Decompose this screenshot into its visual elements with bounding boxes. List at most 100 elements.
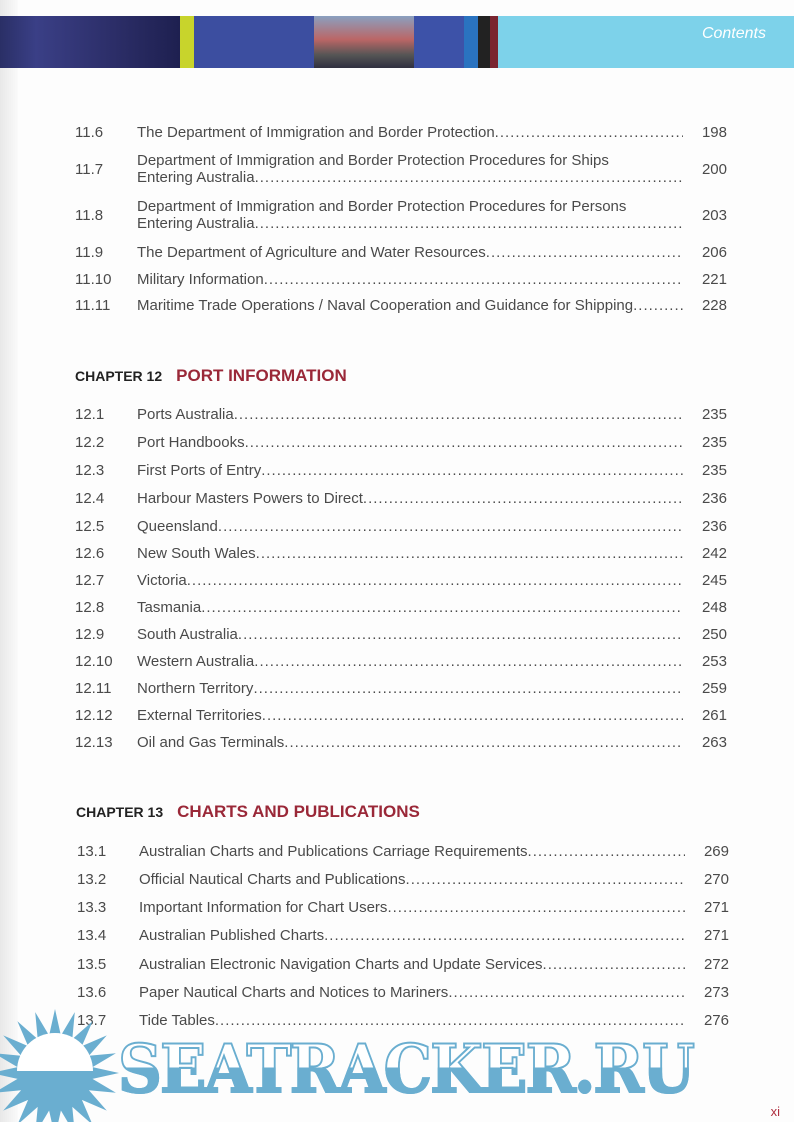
dot-leader [387,899,685,916]
dot-leader [238,626,683,643]
ship-image [314,16,414,68]
entry-page: 248 [701,599,727,616]
entry-page: 203 [701,206,727,224]
toc-entry[interactable]: 11.8 Department of Immigration and Borde… [75,192,727,238]
toc-entry[interactable]: 12.8 Tasmania 248 [75,594,727,621]
entry-number: 13.5 [77,955,107,973]
dot-leader [245,434,683,451]
entry-number: 12.11 [75,680,112,697]
entry-title-line1: Department of Immigration and Border Pro… [137,152,609,169]
entry-title-line2: Entering Australia [137,169,255,186]
entry-number: 12.6 [75,545,105,562]
entry-number: 11.9 [75,243,104,261]
entry-title: First Ports of Entry [137,461,262,479]
toc-entry[interactable]: 12.10 Western Australia 253 [75,648,727,675]
toc-entry[interactable]: 13.1 Australian Charts and Publications … [77,838,729,865]
entry-number: 13.2 [77,870,107,888]
header-banner: Contents [0,16,794,68]
entry-page: 276 [703,1011,729,1029]
entry-page: 261 [701,707,727,724]
dot-leader [254,653,683,670]
chapter-13-list: 13.1 Australian Charts and Publications … [77,838,729,1034]
entry-title: Military Information [137,270,264,288]
entry-title: Western Australia [137,653,255,670]
entry-title: Maritime Trade Operations / Naval Cooper… [137,297,634,314]
entry-number: 13.4 [77,927,107,944]
entry-page: 271 [703,927,729,944]
toc-entry[interactable]: 13.4 Australian Published Charts 271 [77,921,729,950]
dot-leader [633,297,683,314]
toc-entry[interactable]: 12.6 New South Wales 242 [75,540,727,567]
toc-entry[interactable]: 12.2 Port Handbooks 235 [75,428,727,456]
entry-number: 12.4 [75,489,105,507]
dot-leader [284,734,683,751]
entry-title: New South Wales [137,545,256,562]
entry-title: Harbour Masters Powers to Direct [137,489,363,507]
entry-number: 13.3 [77,898,107,916]
toc-entry[interactable]: 12.11 Northern Territory 259 [75,675,727,702]
page-edge [0,0,18,1122]
toc-entry[interactable]: 13.3 Important Information for Chart Use… [77,893,729,921]
toc-entry[interactable]: 12.5 Queensland 236 [75,512,727,540]
dot-leader [255,169,683,186]
toc-entry[interactable]: 13.7 Tide Tables 276 [77,1006,729,1034]
watermark: SEATRACKER.RU [0,1005,794,1122]
entry-title: Victoria [137,572,187,589]
entry-page: 271 [703,898,729,916]
entry-title-line1: Department of Immigration and Border Pro… [137,198,627,215]
dot-leader [324,927,685,944]
dot-leader [406,871,685,888]
entry-page: 270 [703,870,729,888]
dot-leader [187,572,683,589]
toc-entry[interactable]: 12.1 Ports Australia 235 [75,401,727,428]
entry-page: 228 [701,297,727,314]
entry-title: South Australia [137,626,238,643]
toc-entry[interactable]: 11.7 Department of Immigration and Borde… [75,146,727,192]
toc-entry[interactable]: 11.9 The Department of Agriculture and W… [75,238,727,266]
entry-page: 235 [701,406,727,423]
toc-entry[interactable]: 12.9 South Australia 250 [75,621,727,648]
entry-number: 12.3 [75,461,105,479]
entry-number: 12.1 [75,406,105,423]
toc-entry[interactable]: 11.11 Maritime Trade Operations / Naval … [75,292,727,319]
dot-leader [253,680,683,697]
entry-title: Official Nautical Charts and Publication… [139,870,406,888]
dot-leader [448,984,685,1001]
entry-number: 11.7 [75,160,104,178]
toc-entry[interactable]: 12.4 Harbour Masters Powers to Direct 23… [75,484,727,512]
toc-entry[interactable]: 13.6 Paper Nautical Charts and Notices t… [77,978,729,1006]
toc-entry[interactable]: 11.6 The Department of Immigration and B… [75,119,727,146]
entry-page: 236 [701,489,727,507]
entry-page: 259 [701,680,727,697]
entry-page: 235 [701,461,727,479]
entry-number: 12.10 [75,653,113,670]
toc-entry[interactable]: 13.5 Australian Electronic Navigation Ch… [77,950,729,978]
dot-leader [543,956,685,973]
entry-page: 198 [701,124,727,141]
entry-title: Oil and Gas Terminals [137,734,285,751]
toc-entry[interactable]: 12.12 External Territories 261 [75,702,727,729]
header-label: Contents [701,25,766,42]
entry-page: 221 [701,270,727,288]
chart-image [194,16,314,68]
toc-entry[interactable]: 12.3 First Ports of Entry 235 [75,456,727,484]
dot-leader [218,518,683,535]
entry-title: The Department of Agriculture and Water … [137,243,486,261]
entry-title: Tasmania [137,599,202,616]
toc-entry[interactable]: 11.10 Military Information 221 [75,266,727,292]
toc-entry[interactable]: 13.2 Official Nautical Charts and Public… [77,865,729,893]
entry-number: 11.6 [75,124,104,141]
toc-entry[interactable]: 12.13 Oil and Gas Terminals 263 [75,729,727,756]
toc-entry[interactable]: 12.7 Victoria 245 [75,567,727,594]
page-number: xi [770,1104,780,1119]
chapter-12-heading: CHAPTER 12 PORT INFORMATION [75,366,347,385]
entry-title: Important Information for Chart Users [139,898,388,916]
dot-leader [255,215,683,232]
entry-page: 250 [701,626,727,643]
entry-title: Paper Nautical Charts and Notices to Mar… [139,983,449,1001]
entry-title: Australian Published Charts [139,927,325,944]
entry-title: External Territories [137,707,262,724]
entry-page: 273 [703,983,729,1001]
